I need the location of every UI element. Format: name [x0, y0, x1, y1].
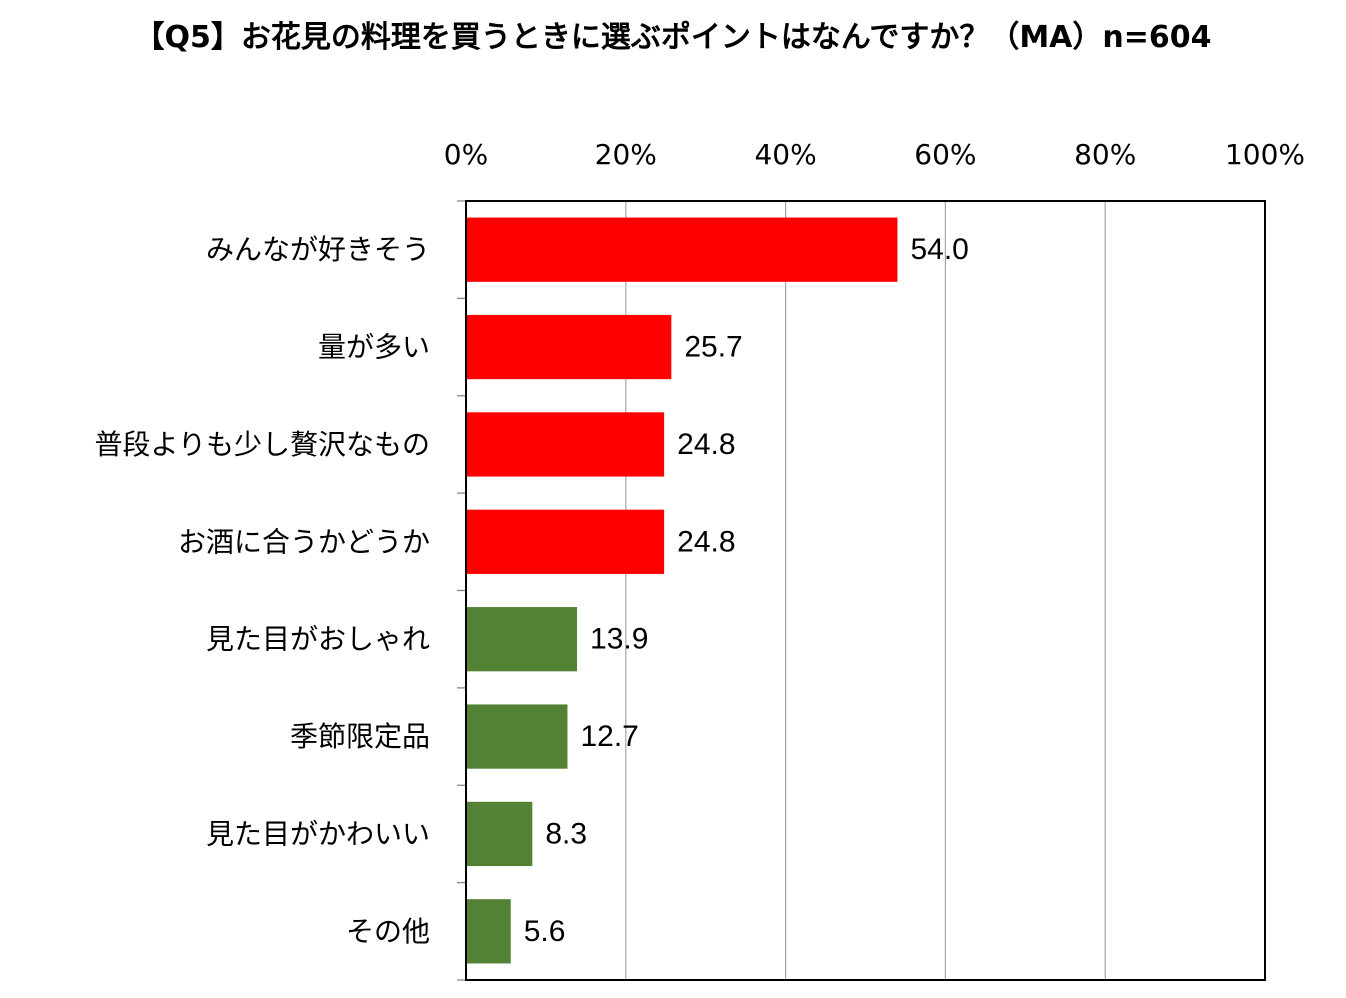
category-label-3: 普段よりも少し贅沢なもの [95, 428, 430, 461]
value-label-4: 24.8 [677, 525, 735, 558]
bar-8 [466, 899, 511, 964]
gridlines [625, 201, 1106, 980]
category-label-6: 季節限定品 [290, 720, 430, 753]
value-label-8: 5.6 [524, 915, 566, 948]
category-label-2: 量が多い [318, 331, 430, 364]
value-label-5: 13.9 [590, 623, 648, 656]
category-labels: みんなが好きそう量が多い普段よりも少し贅沢なものお酒に合うかどうか見た目がおしゃ… [95, 233, 430, 948]
x-tick-label-40: 40% [754, 138, 816, 171]
plot-area-border [465, 200, 1266, 981]
bar-2 [466, 314, 672, 380]
x-tick-label-100: 100% [1225, 138, 1305, 171]
x-tick-label-20: 20% [595, 138, 657, 171]
bar-1 [466, 217, 898, 282]
plot-frame [457, 200, 1266, 981]
x-tick-label-0: 0% [444, 138, 488, 171]
category-label-7: 見た目がかわいい [206, 817, 430, 850]
x-axis-ticks: 0% 20% 40% 60% 80% 100% [444, 138, 1305, 171]
chart-title: 【Q5】お花見の料理を買うときに選ぶポイントはなんですか？（MA）n=604 [134, 20, 1212, 55]
bar-4 [466, 509, 665, 574]
category-label-4: お酒に合うかどうか [178, 525, 430, 558]
value-label-7: 8.3 [545, 817, 587, 850]
bar-3 [466, 412, 665, 477]
x-tick-label-60: 60% [914, 138, 976, 171]
value-label-3: 24.8 [677, 428, 735, 461]
category-label-5: 見た目がおしゃれ [206, 623, 430, 656]
value-labels: 54.0 25.7 24.8 24.8 13.9 12.7 8.3 5.6 [524, 233, 969, 948]
value-label-2: 25.7 [684, 331, 742, 364]
category-label-8: その他 [346, 915, 430, 948]
bar-7 [466, 801, 533, 867]
value-label-1: 54.0 [910, 233, 968, 266]
bars [466, 217, 898, 964]
x-tick-label-80: 80% [1074, 138, 1136, 171]
bar-6 [466, 704, 568, 769]
bar-5 [466, 607, 578, 672]
category-label-1: みんなが好きそう [206, 233, 430, 266]
value-label-6: 12.7 [580, 720, 638, 753]
